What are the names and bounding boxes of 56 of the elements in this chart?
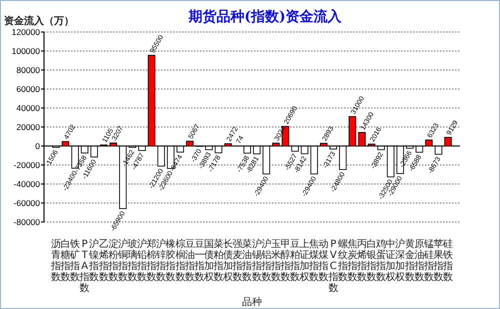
x-tick-label: 苹果指数 — [432, 238, 444, 283]
x-tick-label: 螺纹指数 — [336, 238, 348, 283]
x-tick-label: 沪锡指数 — [250, 238, 262, 283]
x-tick-label: 沥青指数 — [50, 238, 61, 283]
y-axis-title: 资金流入（万） — [4, 15, 74, 27]
x-tick-label: 郑棉指数 — [146, 238, 157, 283]
x-tick-label: 焦炭指数 — [346, 238, 358, 283]
x-tick-label: 动煤指数 — [318, 239, 329, 283]
x-tick-label: PTA指数 — [78, 239, 90, 294]
x-tick-label: 国债加权 — [202, 239, 214, 283]
x-tick-label: 上证加权 — [298, 238, 310, 283]
x-tick-label: 橡胶指数 — [164, 238, 176, 283]
y-tick-label: -20000 — [14, 160, 40, 170]
x-tick-label: 菜粕指数 — [212, 238, 224, 283]
x-tick-label: 沪铅指数 — [136, 238, 148, 283]
chart-title: 期货品种(指数)资金流入 — [187, 8, 343, 25]
x-tick-label: 豆粕指数 — [289, 239, 300, 283]
x-tick-label: PVC指数 — [327, 239, 338, 294]
y-tick-label: -40000 — [14, 178, 40, 189]
x-tick-label: 甲醇指数 — [279, 239, 290, 283]
y-tick-label: 100000 — [12, 46, 40, 56]
x-tick-label: 铁矿指数 — [69, 238, 80, 283]
x-tick-label: 中证加权 — [384, 238, 396, 283]
y-tick-label: 20000 — [16, 122, 40, 132]
x-tick-label: 丙烯指数 — [356, 239, 367, 283]
x-tick-label: 强麦指数 — [232, 239, 243, 283]
x-tick-label: 菜油指数 — [241, 238, 252, 283]
x-tick-label: 焦煤指数 — [308, 238, 320, 283]
x-tick-label: 沪铜指数 — [116, 238, 128, 283]
y-tick-label: -60000 — [14, 198, 40, 208]
x-tick-label: 硅铁指数 — [442, 238, 454, 283]
x-tick-label: 白糖指数 — [60, 238, 71, 283]
x-tick-label: 豆油指数 — [184, 239, 195, 283]
x-tick-label: 沪铝指数 — [260, 238, 272, 283]
x-tick-label: 乙烯指数 — [98, 239, 109, 283]
x-tick-label: 沪镍指数 — [88, 238, 100, 283]
x-tick-label: 淀粉指数 — [107, 238, 118, 283]
x-tick-label: 棕榈指数 — [174, 238, 186, 283]
y-tick-label: 120000 — [12, 26, 40, 37]
x-tick-label: 沪锌指数 — [155, 238, 166, 283]
x-axis-title: 品种 — [242, 296, 262, 308]
x-tick-label: 黄金指数 — [404, 238, 415, 283]
x-tick-label: 白银指数 — [366, 238, 377, 283]
y-tick-label: 80000 — [16, 64, 40, 75]
y-tick-label: 40000 — [16, 102, 40, 113]
x-tick-label: 沪深加权 — [394, 238, 406, 283]
x-tick-label: 豆一指数 — [193, 239, 204, 283]
y-tick-label: -80000 — [14, 216, 40, 227]
y-tick-label: 0 — [35, 140, 40, 151]
x-tick-label: 原油指数 — [413, 239, 424, 283]
x-tick-label: 鸡蛋指数 — [375, 239, 386, 283]
x-tick-label: 长债加权 — [222, 238, 234, 283]
x-tick-label: 锰硅指数 — [422, 239, 434, 283]
y-tick-label: 60000 — [16, 84, 40, 94]
x-tick-label: 玉米指数 — [270, 239, 281, 283]
x-tick-label: 玻璃指数 — [126, 238, 138, 283]
